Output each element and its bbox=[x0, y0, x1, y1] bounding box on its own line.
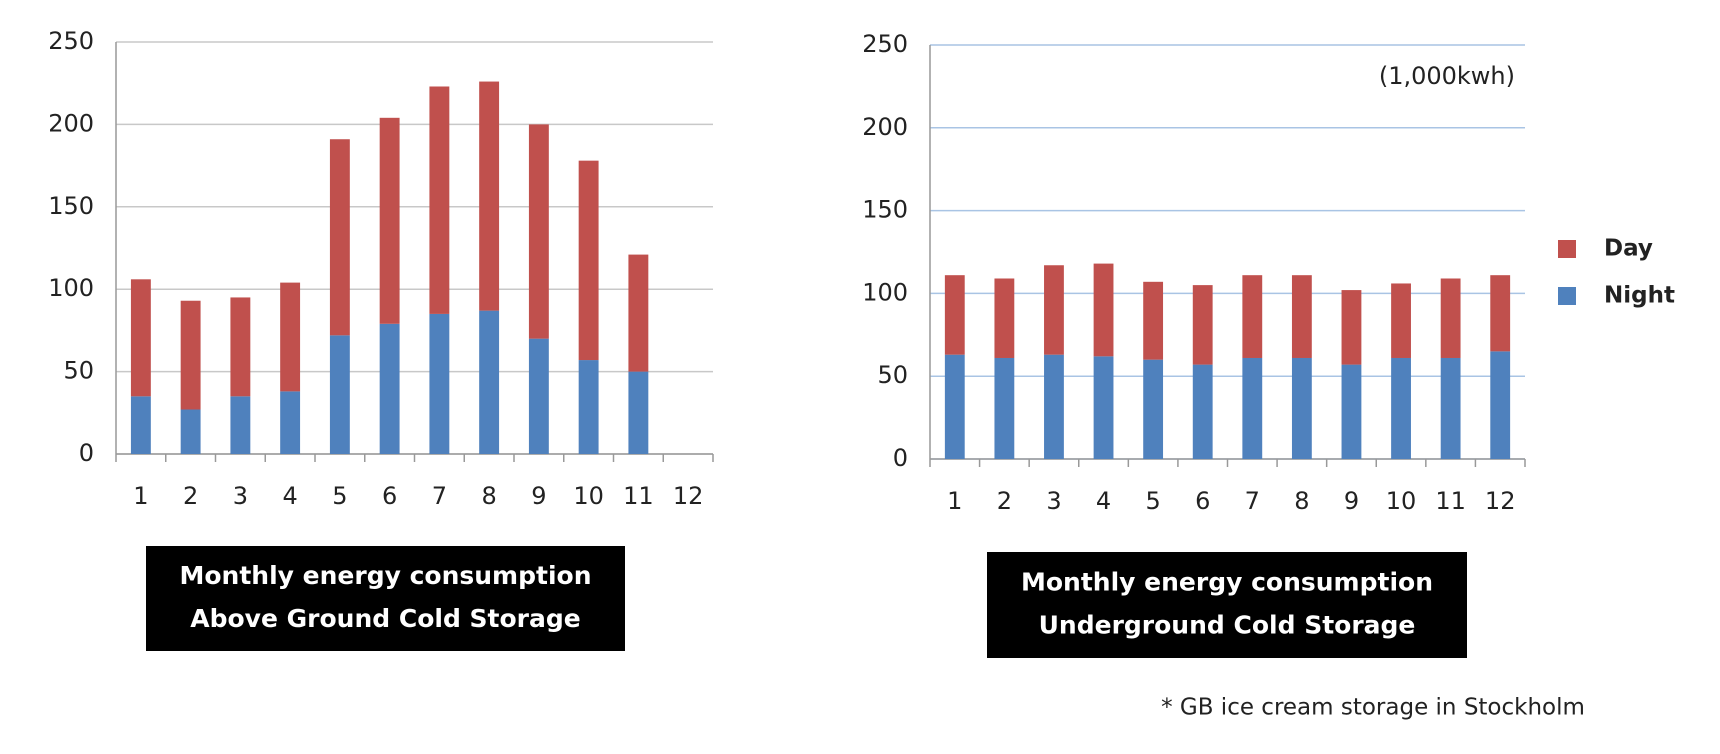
title-box bbox=[146, 546, 625, 651]
bar-segment bbox=[280, 391, 301, 454]
chart-title: Underground Cold Storage bbox=[1039, 611, 1416, 640]
bar-segment bbox=[528, 338, 549, 454]
x-tick-label: 10 bbox=[1386, 487, 1417, 515]
x-tick-label: 12 bbox=[673, 482, 704, 510]
footnote: * GB ice cream storage in Stockholm bbox=[1161, 695, 1585, 721]
x-tick-label: 8 bbox=[481, 482, 496, 510]
bar-segment bbox=[1242, 275, 1263, 358]
bar-segment bbox=[1044, 354, 1064, 459]
chart-title: Monthly energy consumption bbox=[179, 561, 591, 590]
bar-segment bbox=[578, 360, 599, 454]
bar-segment bbox=[1044, 265, 1064, 355]
bar-segment bbox=[1391, 357, 1411, 459]
bar-segment bbox=[1490, 275, 1511, 352]
y-tick-label: 150 bbox=[862, 196, 908, 224]
bar-segment bbox=[479, 310, 500, 454]
x-tick-label: 9 bbox=[1344, 487, 1359, 515]
x-tick-label: 6 bbox=[1195, 487, 1210, 515]
legend-label: Day bbox=[1604, 236, 1653, 262]
y-tick-label: 150 bbox=[48, 192, 94, 220]
bar-segment bbox=[1440, 278, 1461, 358]
y-tick-label: 200 bbox=[48, 109, 94, 137]
bar-segment bbox=[1143, 359, 1164, 459]
bar-segment bbox=[1291, 357, 1312, 459]
bar-segment bbox=[1192, 285, 1213, 365]
bar-segment bbox=[130, 279, 151, 397]
bar-segment bbox=[429, 86, 450, 314]
legend-swatch bbox=[1558, 287, 1576, 305]
bar-segment bbox=[1242, 357, 1263, 459]
y-tick-label: 50 bbox=[877, 361, 908, 389]
bar-segment bbox=[329, 139, 350, 336]
x-tick-label: 2 bbox=[997, 487, 1012, 515]
x-tick-label: 2 bbox=[183, 482, 198, 510]
bar-segment bbox=[994, 357, 1015, 459]
y-tick-label: 250 bbox=[48, 27, 94, 55]
bar-segment bbox=[1093, 263, 1114, 357]
bar-segment bbox=[1143, 281, 1164, 360]
bar-segment bbox=[628, 254, 649, 372]
x-tick-label: 1 bbox=[133, 482, 148, 510]
bar-segment bbox=[130, 396, 151, 454]
x-tick-label: 5 bbox=[332, 482, 347, 510]
y-tick-label: 50 bbox=[63, 357, 94, 385]
bar-segment bbox=[1093, 356, 1114, 459]
bar-segment bbox=[1291, 275, 1312, 358]
bar-segment bbox=[429, 313, 450, 454]
x-tick-label: 8 bbox=[1294, 487, 1309, 515]
chart-title: Above Ground Cold Storage bbox=[190, 604, 580, 633]
y-tick-label: 200 bbox=[862, 113, 908, 141]
bar-segment bbox=[578, 160, 599, 361]
bar-segment bbox=[1192, 364, 1213, 459]
bar-segment bbox=[329, 335, 350, 454]
chart-title: Monthly energy consumption bbox=[1021, 568, 1433, 597]
bar-segment bbox=[1490, 351, 1511, 459]
bar-segment bbox=[628, 371, 649, 454]
x-tick-label: 12 bbox=[1485, 487, 1516, 515]
x-tick-label: 11 bbox=[1435, 487, 1466, 515]
legend-swatch bbox=[1558, 240, 1576, 258]
bar-segment bbox=[1391, 283, 1411, 358]
bar-segment bbox=[944, 354, 965, 459]
x-tick-label: 11 bbox=[623, 482, 654, 510]
y-tick-label: 0 bbox=[79, 439, 94, 467]
y-tick-label: 250 bbox=[862, 30, 908, 58]
x-tick-label: 5 bbox=[1145, 487, 1160, 515]
x-tick-label: 10 bbox=[573, 482, 604, 510]
x-tick-label: 4 bbox=[282, 482, 297, 510]
x-tick-label: 3 bbox=[233, 482, 248, 510]
title-box bbox=[987, 552, 1467, 658]
bar-segment bbox=[528, 124, 549, 339]
bar-segment bbox=[230, 396, 251, 454]
x-tick-label: 1 bbox=[947, 487, 962, 515]
bar-segment bbox=[230, 297, 251, 397]
bar-segment bbox=[180, 409, 201, 454]
bar-segment bbox=[994, 278, 1015, 358]
bar-segment bbox=[944, 275, 965, 355]
x-tick-label: 3 bbox=[1046, 487, 1061, 515]
legend-label: Night bbox=[1604, 283, 1675, 309]
bar-segment bbox=[180, 300, 201, 410]
y-tick-label: 100 bbox=[862, 278, 908, 306]
y-tick-label: 100 bbox=[48, 274, 94, 302]
bar-segment bbox=[1341, 364, 1362, 459]
bar-segment bbox=[479, 81, 500, 311]
x-tick-label: 9 bbox=[531, 482, 546, 510]
x-tick-label: 6 bbox=[382, 482, 397, 510]
x-tick-label: 4 bbox=[1096, 487, 1111, 515]
x-tick-label: 7 bbox=[1245, 487, 1260, 515]
annotation: (1,000kwh) bbox=[1379, 62, 1515, 90]
bar-segment bbox=[379, 323, 400, 454]
y-tick-label: 0 bbox=[893, 444, 908, 472]
x-tick-label: 7 bbox=[432, 482, 447, 510]
bar-segment bbox=[1341, 290, 1362, 365]
bar-segment bbox=[379, 117, 400, 324]
bar-segment bbox=[1440, 357, 1461, 459]
bar-segment bbox=[280, 282, 301, 392]
